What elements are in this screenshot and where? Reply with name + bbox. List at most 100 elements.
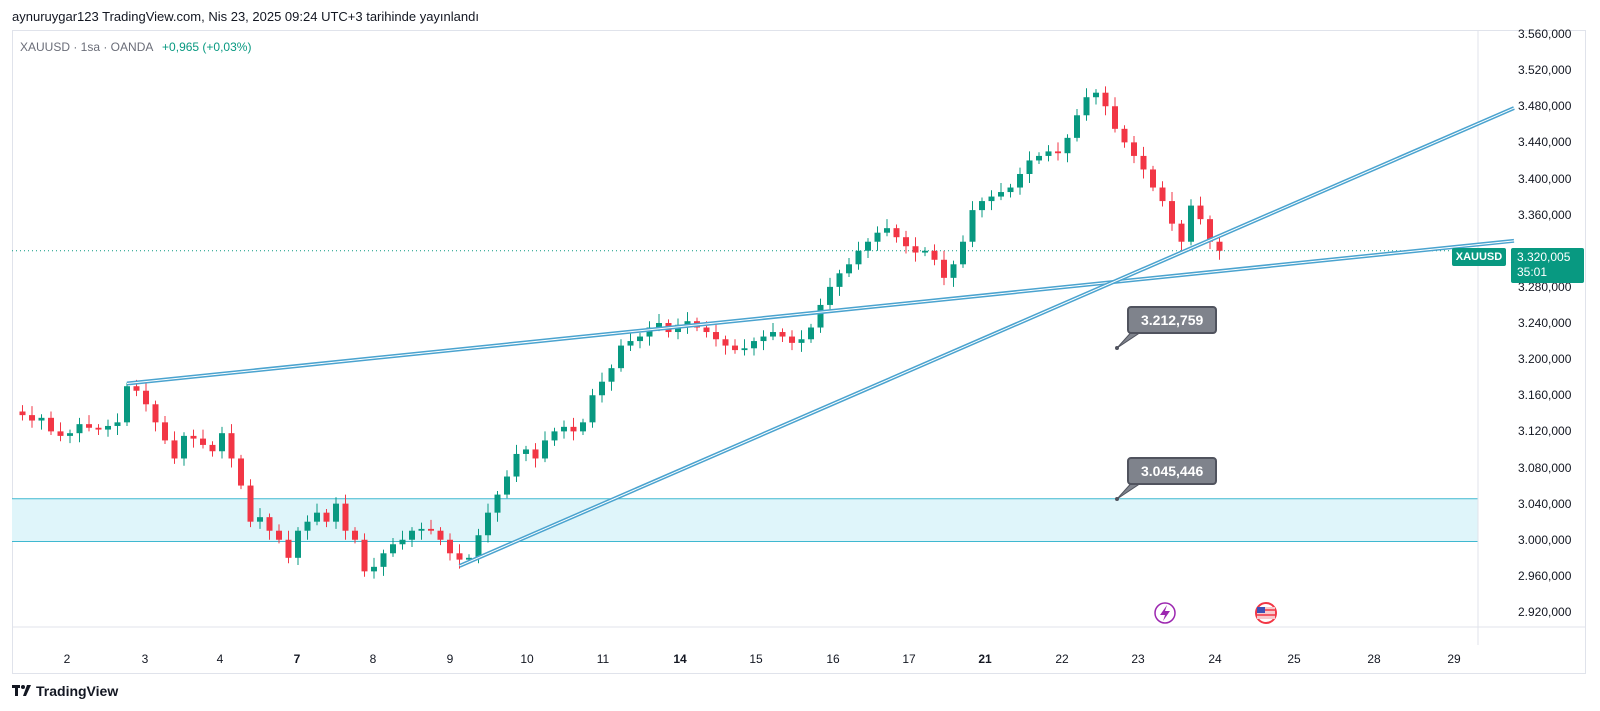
current-price-badge: 3.320,005 35:01 (1511, 248, 1584, 283)
us-flag-event-icon (1255, 602, 1277, 624)
time-tick-label: 4 (216, 652, 224, 666)
price-callout-upper[interactable]: 3.212,759 (1127, 306, 1218, 334)
candle-body (1026, 160, 1033, 174)
time-tick-label: 14 (673, 652, 687, 666)
candle-body (133, 386, 140, 391)
candle-body (143, 390, 149, 405)
candle-body (931, 250, 938, 260)
candle-body (124, 386, 130, 423)
candle-body (532, 449, 539, 459)
candle-body (627, 341, 634, 346)
candle-body (19, 411, 26, 416)
candle-body (171, 440, 178, 459)
bar-countdown: 35:01 (1517, 265, 1548, 279)
upper-trendline-inner (126, 240, 1515, 385)
candle-body (979, 201, 985, 211)
candle-body (865, 241, 871, 251)
candle-body (361, 539, 368, 572)
time-tick-label: 17 (902, 652, 916, 666)
candle-body (57, 431, 64, 436)
price-tick-label: 3.200,000 (1518, 352, 1572, 367)
time-tick-label: 2 (63, 652, 71, 666)
candle-body (485, 512, 491, 536)
candle-body (475, 535, 482, 558)
price-tick-label: 3.280,000 (1518, 279, 1572, 294)
candle-body (276, 530, 282, 540)
price-tick-label: 3.120,000 (1518, 424, 1572, 439)
candle-body (589, 395, 596, 423)
candle-body (162, 422, 168, 441)
candle-body (950, 264, 957, 278)
candle-body (570, 426, 577, 432)
candle-body (314, 512, 320, 522)
time-tick-label: 23 (1131, 652, 1145, 666)
candle-body (428, 528, 434, 531)
candle-body (684, 321, 691, 325)
candle-body (1017, 173, 1023, 188)
rising-trendline-inner (459, 107, 1515, 567)
candle-body (1159, 187, 1166, 202)
candle-body (1007, 187, 1014, 193)
time-tick-label: 15 (749, 652, 763, 666)
symbol-badge: XAUUSD (1452, 248, 1506, 266)
candle-body (494, 494, 501, 513)
candle-body (1140, 155, 1147, 170)
candle-body (1074, 115, 1080, 138)
candle-body (86, 424, 92, 428)
price-callout-lower[interactable]: 3.045,446 (1127, 457, 1218, 485)
candle-body (1216, 241, 1223, 251)
candle-body (1112, 106, 1118, 129)
current-price-value: 3.320,005 (1517, 250, 1571, 264)
candle-body (580, 422, 586, 432)
candle-body (893, 228, 900, 238)
chart-legend: XAUUSD · 1sa · OANDA +0,965 (+0,03%) (20, 40, 251, 54)
candle-body (903, 237, 909, 247)
time-tick-label: 11 (596, 652, 610, 666)
candle-body (342, 503, 349, 531)
candle-body (713, 332, 719, 340)
candle-body (969, 210, 976, 242)
candle-body (608, 368, 615, 382)
candle-body (779, 332, 786, 337)
candle-body (257, 517, 263, 522)
candle-body (941, 259, 947, 278)
brand-name: TradingView (36, 683, 119, 699)
chart-pane[interactable] (12, 30, 1586, 674)
price-axis[interactable]: 3.560,000 3.520,000 3.480,000 3.440,000 3.40… (1508, 27, 1586, 645)
time-tick-label: 10 (520, 652, 534, 666)
candle-body (846, 264, 852, 274)
candle-body (219, 433, 225, 452)
candle-body (1036, 155, 1042, 161)
candle-body (181, 435, 187, 459)
tradingview-logo-icon (12, 685, 31, 696)
candle-body (874, 232, 881, 242)
candle-body (789, 336, 795, 343)
candle-body (285, 539, 292, 558)
candle-body (1045, 151, 1052, 156)
candle-body (152, 404, 159, 423)
price-tick-label: 3.560,000 (1518, 27, 1572, 41)
candle-body (998, 192, 1004, 197)
candle-body (447, 539, 453, 554)
legend-change: +0,965 (+0,03%) (162, 40, 252, 54)
candle-body (380, 553, 387, 567)
candle-body (912, 246, 919, 253)
time-tick-label: 25 (1287, 652, 1301, 666)
candle-body (817, 304, 824, 328)
candle-body (371, 566, 377, 572)
candle-body (1178, 223, 1185, 242)
price-tick-label: 3.000,000 (1518, 532, 1572, 547)
callout-anchor-point (1115, 346, 1119, 350)
candle-body (703, 327, 710, 333)
time-tick-label: 28 (1367, 652, 1381, 666)
candle-body (513, 453, 520, 477)
footer-branding[interactable]: TradingView (12, 683, 118, 699)
candle-body (504, 476, 510, 495)
time-tick-label: 9 (446, 652, 454, 666)
candle-body (38, 417, 45, 421)
time-axis[interactable]: 2 3 4 7 8 9 10 11 14 15 16 17 21 22 23 24 25 28 29 (12, 645, 1508, 673)
price-tick-label: 3.360,000 (1518, 207, 1572, 222)
candle-body (1150, 169, 1156, 188)
time-tick-label: 24 (1208, 652, 1222, 666)
